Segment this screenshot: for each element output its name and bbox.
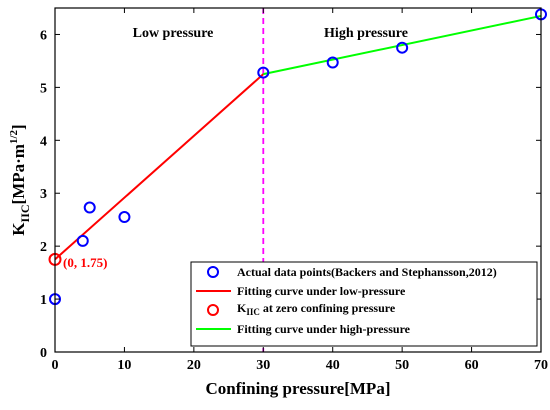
- y-tick-label-1: 1: [40, 293, 47, 308]
- series-line-1: [54, 73, 264, 261]
- x-tick-label-0: 0: [52, 358, 59, 373]
- y-tick-label-2: 2: [40, 240, 47, 255]
- x-tick-label-2: 20: [187, 358, 201, 373]
- x-tick-label-3: 30: [256, 358, 270, 373]
- x-tick-label-4: 40: [326, 358, 340, 373]
- y-tick-label-0: 0: [40, 346, 47, 361]
- series-line-3: [263, 14, 542, 76]
- data-point-0-2: [83, 201, 96, 214]
- data-point-0-1: [76, 234, 89, 247]
- legend-box: [190, 261, 538, 347]
- ticks-layer: 0 10 20 30 40 50 60 70 0 1 2 3 4 5 6: [40, 8, 548, 373]
- legend-marker-zero: [207, 304, 219, 316]
- x-tick-label-6: 60: [465, 358, 479, 373]
- y-tick-label-5: 5: [40, 81, 47, 96]
- y-label-sub: IIC: [18, 204, 32, 222]
- y-axis-label: KIIC[MPa·m1/2]: [8, 124, 32, 235]
- x-tick-label-1: 10: [117, 358, 131, 373]
- data-point-0-3: [118, 211, 131, 224]
- legend-label-zero: KIIC at zero confining pressure: [237, 301, 396, 317]
- legend-label-high-fit: Fitting curve under high-pressure: [237, 322, 411, 336]
- x-axis-label: Confining pressure[MPa]: [206, 379, 391, 398]
- region-label-low: Low pressure: [133, 26, 214, 41]
- x-tick-label-7: 70: [534, 358, 548, 373]
- y-label-main: K: [9, 222, 28, 236]
- data-point-0-4: [257, 66, 270, 79]
- legend-zero-main: K: [237, 301, 247, 315]
- y-label-close: ]: [9, 124, 28, 130]
- legend-zero-rest: at zero confining pressure: [260, 301, 396, 315]
- plot-frame: [54, 7, 542, 353]
- y-tick-label-3: 3: [40, 187, 47, 202]
- x-tick-label-5: 50: [395, 358, 409, 373]
- legend-label-actual: Actual data points(Backers and Stephanss…: [237, 265, 497, 279]
- data-point-0-5: [326, 56, 339, 69]
- legend: Actual data points(Backers and Stephanss…: [190, 261, 538, 347]
- y-tick-label-6: 6: [40, 28, 47, 43]
- data-point-0-6: [396, 41, 409, 54]
- annotation-label: (0, 1.75): [63, 255, 107, 270]
- plot-layer: [48, 8, 547, 352]
- y-label-sup: 1/2: [8, 129, 20, 144]
- legend-marker-actual: [207, 266, 219, 278]
- y-label-unit: [MPa·m: [9, 144, 28, 204]
- region-label-high: High pressure: [324, 26, 408, 41]
- legend-label-low-fit: Fitting curve under low-pressure: [237, 284, 406, 298]
- y-tick-label-4: 4: [40, 134, 47, 149]
- legend-zero-sub: IIC: [246, 307, 260, 317]
